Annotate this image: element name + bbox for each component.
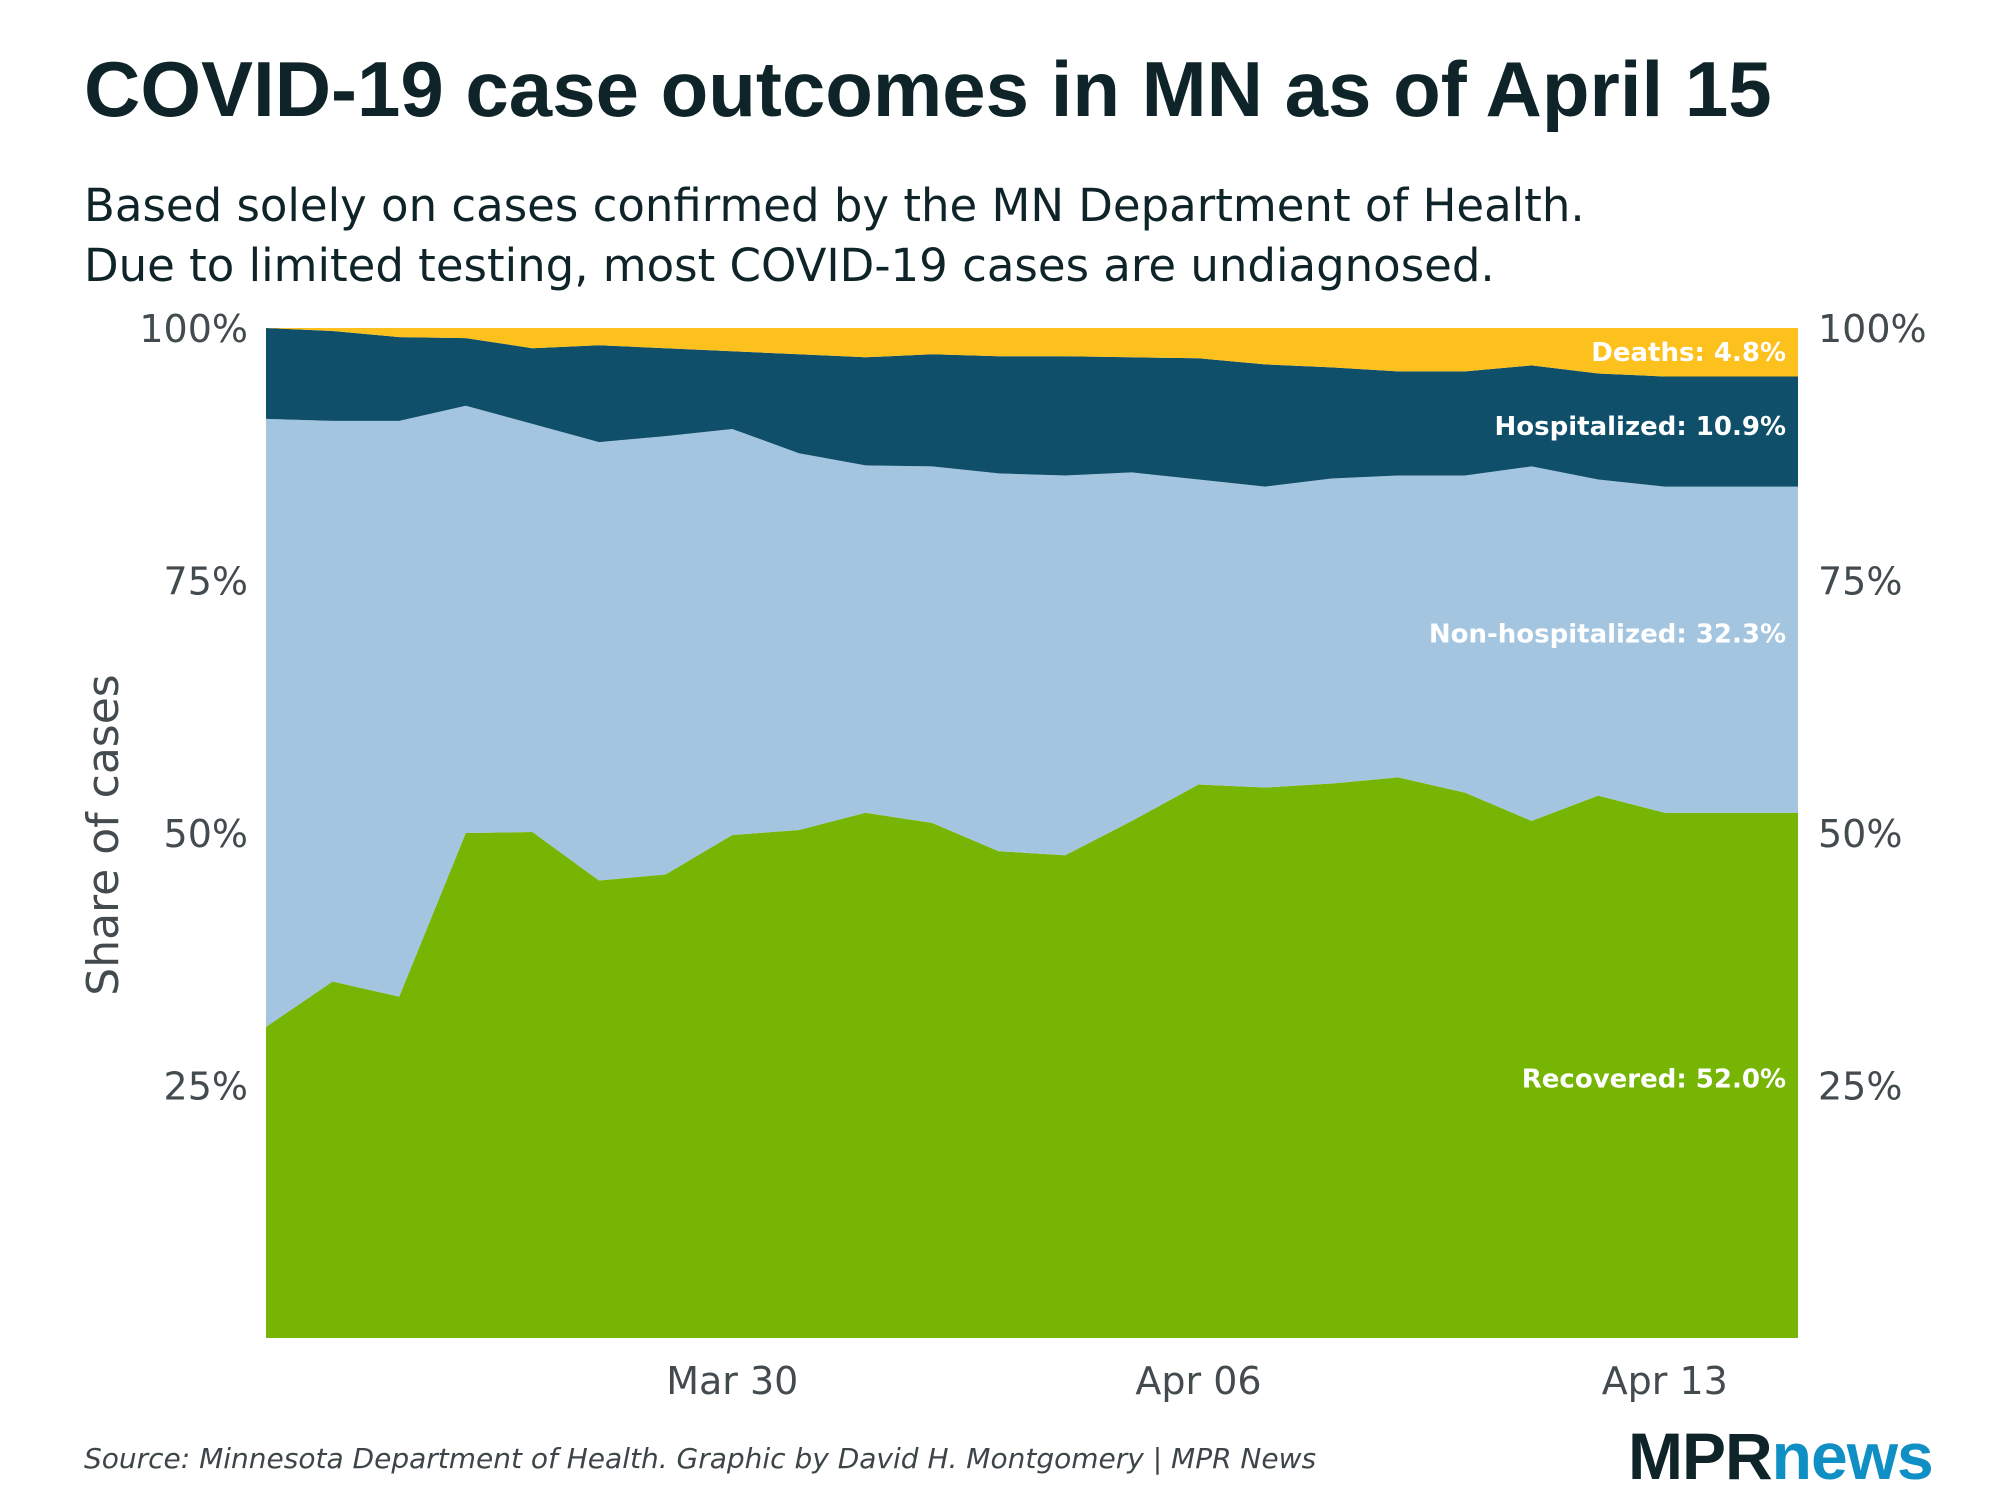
y-tick-right-25: 25% <box>1818 1065 1902 1109</box>
y-tick-right-50: 50% <box>1818 812 1902 856</box>
y-axis-left: 25% 50% 75% 100% <box>139 307 248 1109</box>
subtitle-line-1: Based solely on cases confirmed by the M… <box>84 179 1585 232</box>
y-tick-right-100: 100% <box>1818 307 1927 351</box>
y-tick-right-75: 75% <box>1818 560 1902 604</box>
logo-mpr: MPR <box>1628 1419 1773 1493</box>
label-recovered: Recovered: 52.0% <box>1522 1064 1786 1094</box>
mpr-news-logo: MPRnews <box>1628 1418 1934 1494</box>
y-tick-left-100: 100% <box>139 307 248 351</box>
x-axis: Mar 30 Apr 06 Apr 13 <box>666 1359 1728 1403</box>
chart-title: COVID-19 case outcomes in MN as of April… <box>84 45 1772 133</box>
label-nonhospitalized: Non-hospitalized: 32.3% <box>1429 619 1786 649</box>
area-deaths <box>266 328 1798 377</box>
series-end-labels: Recovered: 52.0% Non-hospitalized: 32.3% H… <box>1429 338 1786 1094</box>
label-deaths: Deaths: 4.8% <box>1591 338 1786 368</box>
y-tick-left-75: 75% <box>164 560 248 604</box>
source-credit: Source: Minnesota Department of Health. … <box>84 1442 1317 1475</box>
area-layer <box>266 328 1798 1338</box>
y-tick-left-25: 25% <box>164 1065 248 1109</box>
y-axis-right: 25% 50% 75% 100% <box>1818 307 1927 1109</box>
label-hospitalized: Hospitalized: 10.9% <box>1495 412 1786 442</box>
y-tick-left-50: 50% <box>164 812 248 856</box>
x-tick-2020-04-13: Apr 13 <box>1602 1359 1728 1403</box>
logo-news: news <box>1771 1419 1934 1493</box>
x-tick-2020-03-30: Mar 30 <box>666 1359 798 1403</box>
x-tick-2020-04-06: Apr 06 <box>1135 1359 1261 1403</box>
area-nonhospitalized <box>266 405 1798 1027</box>
subtitle-line-2: Due to limited testing, most COVID-19 ca… <box>84 239 1495 292</box>
y-axis-label: Share of cases <box>78 674 129 995</box>
area-hospitalized <box>266 328 1798 487</box>
area-recovered <box>266 777 1798 1338</box>
chart-subtitle: Based solely on cases confirmed by the M… <box>84 176 1585 296</box>
